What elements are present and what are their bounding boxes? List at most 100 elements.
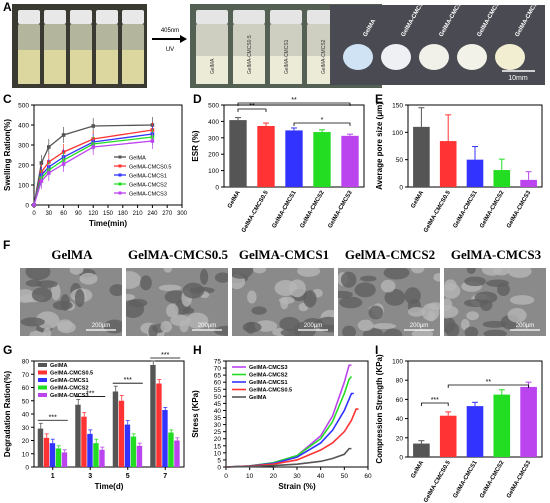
series-line — [225, 408, 359, 468]
sem-pore — [20, 317, 45, 327]
sem-pore — [338, 290, 353, 299]
x-tick-label: 240 — [147, 211, 158, 217]
x-tick-label: 20 — [270, 473, 278, 480]
legend-label: GelMA-CMCS1 — [129, 174, 167, 180]
sem-pore — [186, 312, 209, 329]
sem-pore — [214, 272, 228, 283]
legend-swatch — [38, 363, 47, 367]
sem-pore — [368, 305, 384, 320]
sem-pore — [466, 268, 476, 274]
y-tick-label: 100 — [208, 168, 219, 175]
sem-pore — [466, 311, 479, 321]
sem-pore — [360, 275, 377, 282]
y-tick-label: 60 — [396, 397, 404, 404]
sem-pore — [444, 316, 456, 333]
series-line — [225, 447, 352, 468]
y-tick-label: 30 — [214, 422, 222, 429]
sem-pore — [316, 316, 334, 331]
y-axis-label: Average pore size (μm) — [375, 102, 384, 190]
x-tick-label: GelMA — [227, 189, 242, 209]
series-line — [225, 392, 354, 468]
sem-title: GelMA-CMCS1 — [238, 247, 330, 262]
vials-photo: 405nm UV GelMA GelMA-CMCS0.5 GelMA-CMCS1 Ge… — [12, 4, 382, 88]
vial-liquid — [122, 50, 144, 84]
y-tick-label: 100 — [392, 130, 403, 137]
vial-label: GelMA-CMCS1 — [284, 39, 290, 74]
legend-marker — [118, 191, 122, 195]
legend-swatch — [38, 370, 47, 375]
sem-pore — [293, 321, 317, 336]
y-tick-label: 400 — [208, 119, 219, 126]
significance-label: *** — [161, 352, 169, 359]
sem-pore — [463, 299, 488, 308]
x-tick-label: 120 — [88, 211, 99, 217]
sem-pore — [481, 268, 503, 276]
x-tick-label: 150 — [103, 211, 114, 217]
significance-bracket — [447, 384, 529, 388]
legend-marker — [118, 164, 122, 168]
sem-pore — [342, 325, 356, 336]
legend-marker — [118, 155, 122, 159]
x-tick-label: 5 — [126, 473, 130, 480]
y-tick-label: 15 — [214, 443, 222, 450]
sem-pore — [280, 297, 289, 310]
sem-pore — [170, 314, 191, 327]
sem-pore — [51, 283, 61, 301]
sem-pore — [380, 279, 396, 293]
bar — [99, 449, 105, 467]
sem-scale-label: 200μm — [516, 323, 534, 329]
significance-label: *** — [86, 390, 94, 397]
x-tick-label: GelMA-CMCS1 — [453, 189, 480, 229]
x-tick-label: GelMA-CMCS3 — [328, 189, 355, 229]
bar — [520, 386, 537, 457]
sem-pore — [232, 268, 254, 279]
panel-letter-e: E — [375, 92, 384, 106]
y-tick-label: 10 — [22, 451, 30, 458]
y-tick-label: 10 — [214, 450, 222, 457]
y-tick-label: 0 — [25, 465, 29, 472]
bar — [229, 120, 247, 187]
sem-pore — [509, 295, 535, 305]
series-line — [225, 364, 352, 468]
series-line — [33, 140, 153, 206]
sem-pore — [411, 329, 434, 336]
sem-scale-label: 200μm — [198, 323, 216, 329]
sem-pore — [242, 321, 262, 333]
bar — [493, 394, 511, 457]
vial-liquid — [96, 50, 118, 84]
x-tick-label: 7 — [163, 473, 167, 480]
y-axis-label: Compression Strength (KPa) — [375, 354, 384, 464]
sem-pore — [507, 268, 532, 278]
sem-pore — [497, 282, 510, 297]
vial-cap — [18, 10, 40, 24]
x-tick-label: GelMA-CMCS3 — [506, 189, 533, 229]
disc-scale-label: 10mm — [508, 75, 528, 82]
sem-pore — [340, 271, 357, 288]
bar — [81, 416, 87, 467]
sem-pore — [74, 289, 85, 307]
legend-label: GelMA — [129, 156, 146, 162]
sem-pore — [182, 282, 205, 299]
y-axis-label: ESR (%) — [191, 130, 200, 161]
y-tick-label: 40 — [214, 408, 222, 415]
sem-pore — [160, 320, 173, 333]
y-tick-label: 0 — [25, 203, 29, 210]
y-tick-label: 0 — [215, 185, 219, 192]
y-tick-label: 35 — [214, 415, 222, 422]
vial-label: GelMA-CMCS2 — [321, 39, 327, 74]
sem-title: GelMA-CMCS3 — [450, 247, 542, 262]
sem-image: 200μm — [20, 268, 122, 336]
vial-liquid — [18, 50, 40, 84]
significance-bracket — [421, 402, 449, 406]
bar — [413, 443, 430, 457]
vial-cap — [270, 10, 302, 24]
discs-photo: GelMA GelMA-CMCS0.5 GelMA-CMCS1 GelMA-CMCS2… — [330, 5, 545, 85]
bar — [413, 126, 430, 187]
sem-pore — [464, 326, 479, 336]
sem-pore — [251, 306, 267, 315]
sem-pore — [372, 323, 397, 330]
bar — [61, 452, 68, 467]
sem-pore — [31, 287, 53, 303]
sem-title: GelMA-CMCS2 — [344, 247, 436, 262]
